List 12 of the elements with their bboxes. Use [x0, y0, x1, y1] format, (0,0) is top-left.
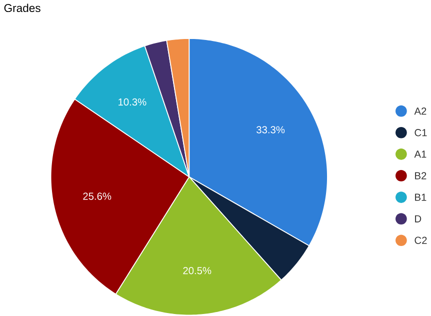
legend-label: A1	[414, 150, 426, 158]
legend-label: C2	[414, 236, 427, 244]
chart-title: Grades	[4, 4, 40, 12]
data-label: 33.3%	[256, 126, 285, 134]
data-label: 25.6%	[83, 192, 112, 200]
data-label: 10.3%	[118, 98, 146, 106]
data-label: 20.5%	[183, 267, 212, 274]
legend-label: C1	[414, 129, 427, 136]
legend-label: A2	[414, 108, 426, 115]
legend-label: B2	[415, 172, 426, 180]
legend-label: B1	[415, 194, 426, 201]
legend-label: D	[415, 215, 422, 222]
